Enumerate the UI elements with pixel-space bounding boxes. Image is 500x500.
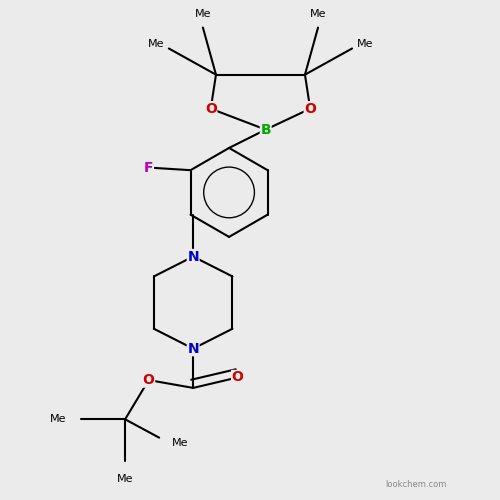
Text: F: F: [144, 160, 154, 174]
Text: Me: Me: [357, 40, 374, 50]
Text: Me: Me: [50, 414, 66, 424]
Text: O: O: [304, 102, 316, 116]
Text: Me: Me: [148, 40, 164, 50]
Text: N: N: [188, 342, 199, 355]
Text: lookchem.com: lookchem.com: [386, 480, 447, 488]
Text: O: O: [232, 370, 243, 384]
Text: Me: Me: [310, 10, 326, 20]
Text: N: N: [188, 250, 199, 264]
Text: O: O: [205, 102, 216, 116]
Text: Me: Me: [194, 10, 211, 20]
Text: O: O: [142, 373, 154, 387]
Text: Me: Me: [172, 438, 188, 448]
Text: Me: Me: [117, 474, 134, 484]
Text: B: B: [260, 122, 271, 136]
